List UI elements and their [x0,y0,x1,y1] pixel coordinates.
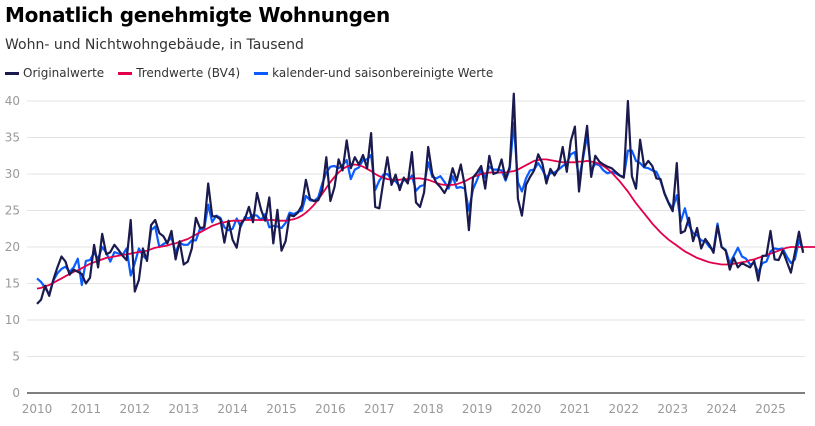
legend: Originalwerte Trendwerte (BV4) kalender-… [5,66,493,80]
legend-item-bereinigt[interactable]: kalender-und saisonbereinigte Werte [254,66,493,80]
legend-label-bereinigt: kalender-und saisonbereinigte Werte [272,66,494,80]
y-tick-label: 40 [5,94,20,108]
series-line-trendwerte-bv4- [36,158,815,290]
x-tick-label: 2025 [755,402,786,416]
legend-swatch-originalwerte [5,71,19,75]
series-line-kalender-und-saisonbereinigte-werte [36,121,805,296]
x-tick-label: 2015 [266,402,297,416]
legend-item-originalwerte[interactable]: Originalwerte [5,66,104,80]
x-tick-label: 2013 [168,402,199,416]
x-tick-label: 2014 [217,402,248,416]
x-tick-label: 2016 [315,402,346,416]
legend-item-trendwerte[interactable]: Trendwerte (BV4) [118,66,240,80]
y-tick-label: 5 [12,350,20,364]
y-tick-label: 20 [5,240,20,254]
chart-subtitle: Wohn- und Nichtwohngebäude, in Tausend [5,37,304,53]
y-tick-label: 25 [5,204,20,218]
legend-swatch-trendwerte [118,71,133,75]
legend-swatch-bereinigt [254,71,269,75]
x-tick-label: 2012 [120,402,151,416]
x-tick-label: 2022 [609,402,640,416]
series-line-originalwerte [36,92,805,305]
chart-title: Monatlich genehmigte Wohnungen [5,3,390,27]
y-tick-label: 0 [12,386,20,400]
y-tick-label: 30 [5,167,20,181]
x-tick-label: 2010 [22,402,53,416]
y-tick-label: 10 [5,313,20,327]
x-tick-label: 2021 [560,402,591,416]
x-tick-label: 2023 [657,402,688,416]
x-tick-label: 2019 [462,402,493,416]
x-tick-label: 2024 [706,402,737,416]
y-tick-label: 15 [5,277,20,291]
x-tick-label: 2020 [511,402,542,416]
y-tick-label: 35 [5,131,20,145]
x-tick-label: 2018 [413,402,444,416]
x-tick-label: 2011 [71,402,102,416]
legend-label-originalwerte: Originalwerte [23,66,105,80]
legend-label-trendwerte: Trendwerte (BV4) [136,66,241,80]
x-tick-label: 2017 [364,402,395,416]
